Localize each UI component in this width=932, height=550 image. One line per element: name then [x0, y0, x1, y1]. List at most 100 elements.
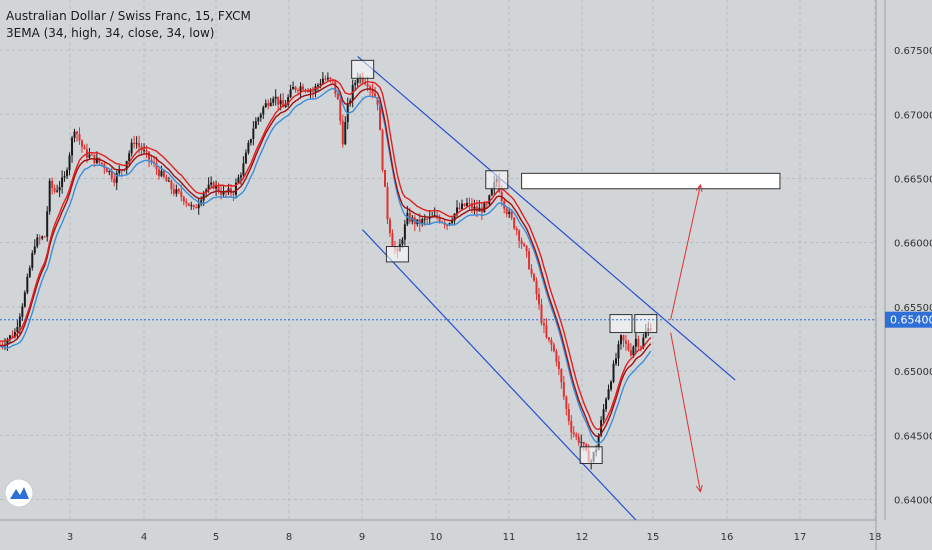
candle-body	[6, 339, 9, 345]
up-arrow-line	[670, 184, 701, 320]
candle-body	[197, 204, 200, 209]
candle-body	[483, 203, 486, 213]
candle-body	[354, 82, 357, 85]
target-box	[521, 172, 781, 190]
candle-body	[446, 224, 449, 226]
candle-body	[279, 100, 282, 105]
candle-body	[264, 103, 267, 108]
x-tick-label: 18	[869, 532, 882, 543]
candle-body	[244, 152, 247, 164]
candle-body	[262, 107, 265, 115]
candle-body	[58, 186, 61, 191]
candle-body	[329, 77, 332, 80]
candle-body	[202, 192, 205, 201]
candle-body	[162, 170, 165, 177]
candle-body	[448, 223, 451, 225]
candle-body	[13, 332, 16, 338]
candle-body	[76, 131, 78, 135]
candle-body	[610, 381, 613, 390]
channel-lower-line	[362, 229, 637, 521]
candle-body	[615, 358, 617, 364]
candle-body	[8, 335, 11, 340]
candle-body	[297, 90, 300, 92]
x-tick-label: 5	[213, 532, 219, 543]
candle-body	[172, 189, 175, 194]
candle-body	[572, 432, 575, 435]
swing-marker-box	[385, 246, 409, 263]
candle-body	[227, 188, 230, 193]
candle-body	[71, 137, 74, 156]
candle-body	[287, 97, 290, 105]
candle-body	[528, 251, 531, 270]
candle-body	[267, 103, 270, 106]
candle-body	[391, 233, 394, 247]
candle-body	[88, 154, 91, 158]
candle-body	[302, 86, 305, 90]
candle-body	[26, 276, 29, 293]
candle-body	[205, 189, 208, 193]
candle-body	[423, 218, 426, 220]
candle-body	[31, 253, 34, 268]
candle-body	[356, 78, 359, 83]
candle-body	[105, 168, 108, 173]
candle-body	[68, 155, 71, 170]
candle-body	[406, 212, 409, 225]
candle-body	[237, 177, 240, 183]
candle-body	[388, 219, 391, 234]
candle-body	[607, 389, 610, 400]
x-tick-label: 17	[794, 532, 807, 543]
channel-upper-line	[357, 56, 736, 381]
logo-shape	[10, 487, 29, 499]
candle-body	[567, 408, 570, 422]
tradingview-logo-icon	[4, 478, 34, 508]
candle-body	[175, 189, 178, 194]
candle-body	[182, 196, 185, 202]
x-tick-label: 8	[286, 532, 292, 543]
y-tick-label: 0.65500	[894, 303, 932, 314]
x-tick-label: 10	[430, 532, 443, 543]
candle-body	[115, 173, 118, 183]
candle-body	[294, 86, 297, 91]
candle-body	[185, 201, 188, 204]
candle-body	[510, 211, 513, 218]
candle-body	[242, 163, 245, 176]
candle-body	[165, 176, 168, 182]
candle-body	[617, 344, 620, 359]
candle-body	[535, 280, 538, 294]
candle-body	[232, 193, 235, 195]
candle-body	[473, 206, 476, 209]
x-tick-label: 11	[503, 532, 516, 543]
candle-body	[16, 326, 19, 333]
candle-body	[456, 207, 459, 214]
candle-body	[634, 338, 637, 347]
down-arrow-head	[695, 484, 703, 493]
candle-body	[453, 213, 456, 221]
candle-body	[515, 228, 518, 231]
candle-body	[187, 203, 190, 206]
candle-body	[562, 382, 565, 397]
candle-body	[257, 117, 260, 122]
candle-body	[277, 96, 280, 105]
candle-body	[582, 441, 585, 445]
candle-body	[632, 346, 635, 356]
candle-body	[53, 188, 56, 192]
candle-body	[309, 90, 312, 93]
candle-body	[274, 96, 277, 99]
candle-body	[307, 90, 309, 93]
candle-body	[311, 90, 314, 92]
candle-body	[379, 104, 382, 131]
candle-body	[113, 178, 116, 183]
candle-body	[545, 325, 548, 338]
y-tick-label: 0.65000	[894, 367, 932, 378]
candle-body	[580, 441, 583, 443]
candle-body	[272, 98, 275, 103]
candle-body	[508, 211, 511, 214]
candle-body	[36, 237, 39, 247]
candle-body	[547, 337, 550, 340]
candle-body	[366, 83, 369, 87]
candle-body	[170, 180, 173, 190]
candle-body	[433, 215, 436, 217]
candle-body	[41, 236, 44, 239]
